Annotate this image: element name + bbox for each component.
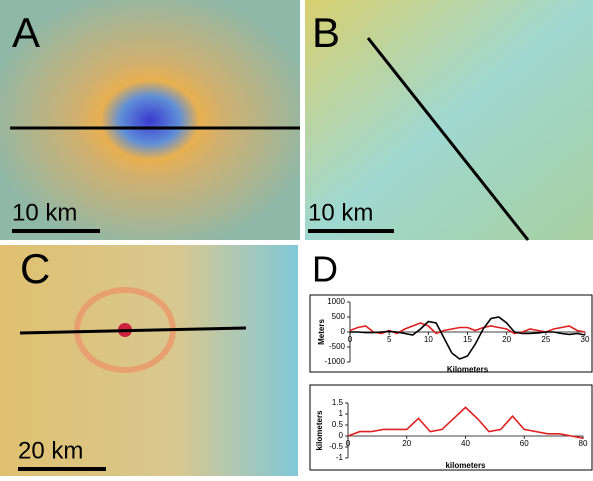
x-axis-label: Kilometers xyxy=(447,365,489,374)
y-tick-label: 500 xyxy=(332,312,346,321)
y-tick-label: 0.5 xyxy=(332,420,344,429)
x-tick-label: 60 xyxy=(520,439,529,448)
y-tick-label: -1000 xyxy=(325,357,346,366)
panel-label: B xyxy=(312,9,340,56)
x-axis-label: kilometers xyxy=(445,461,486,470)
y-tick-label: 1.5 xyxy=(332,398,344,407)
x-tick-label: 0 xyxy=(346,439,351,448)
y-tick-label: 0 xyxy=(341,327,346,336)
y-tick-label: 1000 xyxy=(327,297,345,306)
panel-label: C xyxy=(20,245,50,292)
x-tick-label: 15 xyxy=(463,335,472,344)
x-tick-label: 5 xyxy=(387,335,392,344)
scale-label: 20 km xyxy=(18,437,83,464)
chart-frame xyxy=(310,385,592,470)
x-tick-label: 10 xyxy=(424,335,433,344)
y-axis-label: Meters xyxy=(317,319,326,345)
y-axis-label: kilometers xyxy=(315,410,324,451)
x-tick-label: 30 xyxy=(581,335,590,344)
y-tick-label: 0 xyxy=(339,431,344,440)
x-tick-label: 0 xyxy=(348,335,353,344)
panel-label: A xyxy=(12,9,40,56)
figure: A 10 km B 10 km C 20 km D -1000-50005001… xyxy=(0,0,593,476)
x-tick-label: 20 xyxy=(402,439,411,448)
scale-label: 10 km xyxy=(12,199,77,226)
y-tick-label: -0.5 xyxy=(329,442,343,451)
x-tick-label: 80 xyxy=(579,439,588,448)
chart-frame xyxy=(310,295,592,372)
x-tick-label: 25 xyxy=(541,335,550,344)
y-tick-label: -1 xyxy=(336,453,344,462)
y-tick-label: 1 xyxy=(339,409,344,418)
x-tick-label: 20 xyxy=(502,335,511,344)
scale-label: 10 km xyxy=(308,199,373,226)
x-tick-label: 40 xyxy=(461,439,470,448)
panel-label: D xyxy=(312,249,338,290)
y-tick-label: -500 xyxy=(329,342,346,351)
